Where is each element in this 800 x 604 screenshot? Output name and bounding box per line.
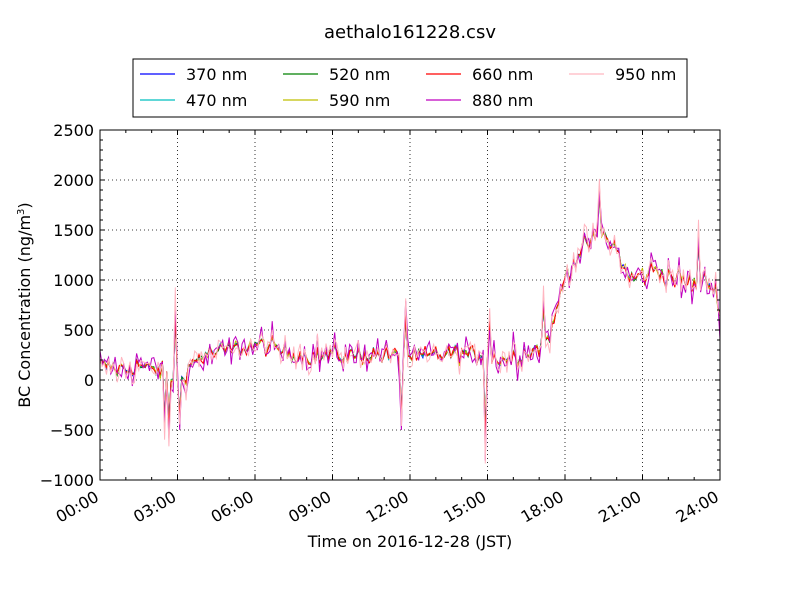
legend-label: 590 nm [329, 91, 390, 110]
legend-label: 520 nm [329, 65, 390, 84]
legend-frame [132, 58, 688, 118]
y-tick-label: 2500 [53, 121, 94, 140]
legend-label: 370 nm [186, 65, 247, 84]
y-axis-label-end: ) [15, 202, 34, 208]
plot-area [100, 130, 720, 480]
y-axis-label-main: BC Concentration (ng/m [15, 215, 34, 408]
legend-items: 370 nm 470 nm 520 nm 590 nm 660 nm 880 nm 950 … [140, 65, 676, 110]
y-axis-label: BC Concentration (ng/m3) [15, 202, 34, 407]
x-tick-label: 24:00 [673, 487, 722, 527]
legend-label: 880 nm [472, 91, 533, 110]
axis-ticks [99, 129, 721, 481]
legend-label: 470 nm [186, 91, 247, 110]
y-axis-label-sup: 3 [16, 209, 27, 215]
series-lines [99, 178, 721, 464]
y-tick-label: 1000 [53, 271, 94, 290]
x-tick-label: 21:00 [595, 487, 644, 527]
series-line-950nm [99, 178, 721, 464]
y-tick-label: 500 [63, 321, 94, 340]
x-tick-label: 12:00 [363, 487, 412, 527]
y-tick-label: 0 [84, 371, 94, 390]
legend: 370 nm 470 nm 520 nm 590 nm 660 nm 880 nm 950 … [132, 58, 688, 118]
x-tick-label: 03:00 [130, 487, 179, 527]
x-axis-label: Time on 2016-12-28 (JST) [307, 532, 512, 551]
x-tick-label: 00:00 [53, 487, 102, 527]
x-tick-label: 06:00 [208, 487, 257, 527]
y-tick-label: −500 [50, 421, 94, 440]
x-tick-label: 15:00 [440, 487, 489, 527]
x-tick-label: 09:00 [285, 487, 334, 527]
y-tick-labels: −1000 −500 0 500 1000 1500 2000 2500 [40, 121, 94, 490]
series-line-880nm [99, 190, 721, 461]
legend-label: 950 nm [615, 65, 676, 84]
legend-label: 660 nm [472, 65, 533, 84]
x-tick-label: 18:00 [518, 487, 567, 527]
chart-title: aethalo161228.csv [324, 22, 496, 43]
y-tick-label: −1000 [40, 471, 94, 490]
y-tick-label: 1500 [53, 221, 94, 240]
grid [100, 130, 720, 480]
y-tick-label: 2000 [53, 171, 94, 190]
x-tick-labels: 00:00 03:00 06:00 09:00 12:00 15:00 18:00 21:00… [53, 487, 722, 527]
